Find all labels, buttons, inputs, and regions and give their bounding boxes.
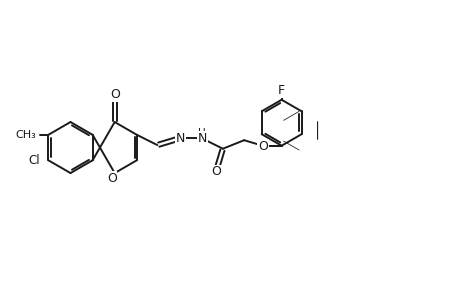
Text: Cl: Cl xyxy=(28,154,39,167)
Text: N: N xyxy=(175,132,185,145)
Text: F: F xyxy=(278,84,285,97)
Text: O: O xyxy=(211,166,221,178)
Text: O: O xyxy=(257,140,267,153)
Text: O: O xyxy=(106,172,117,185)
Text: O: O xyxy=(110,88,119,101)
Text: CH₃: CH₃ xyxy=(15,130,35,140)
Text: N: N xyxy=(197,132,207,145)
Text: H: H xyxy=(198,128,206,138)
